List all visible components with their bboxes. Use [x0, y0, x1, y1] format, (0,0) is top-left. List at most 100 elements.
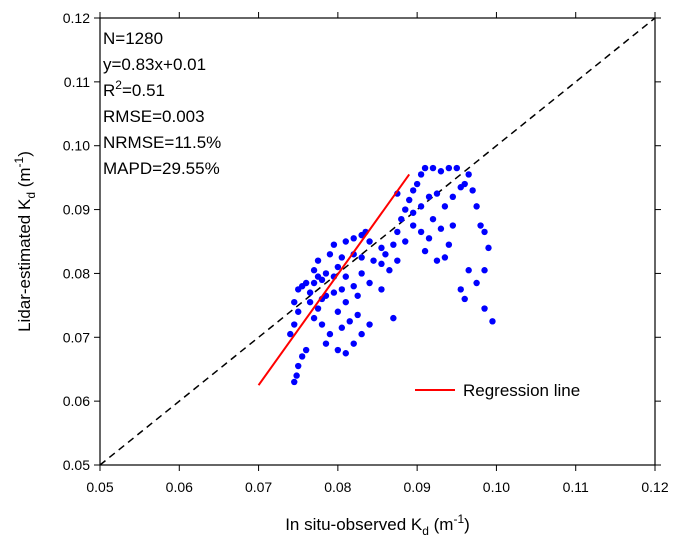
- point: [358, 254, 365, 261]
- point: [469, 187, 476, 194]
- point: [302, 279, 310, 287]
- point: [354, 311, 361, 319]
- text-part: =0.51: [122, 81, 165, 100]
- point: [437, 225, 445, 232]
- text-part: 2: [115, 78, 122, 92]
- annotation: N=1280: [103, 29, 163, 48]
- annotation: y=0.83x+0.01: [103, 55, 206, 74]
- point: [477, 222, 484, 229]
- point: [310, 267, 318, 274]
- point: [291, 298, 298, 306]
- point: [417, 228, 425, 236]
- point: [350, 283, 357, 290]
- y-tick-label: 0.11: [64, 74, 90, 90]
- point: [342, 238, 349, 245]
- point: [465, 267, 472, 274]
- point: [350, 340, 357, 347]
- point: [291, 321, 298, 328]
- point: [398, 215, 405, 223]
- point: [402, 206, 409, 213]
- point: [417, 203, 425, 210]
- y-tick-label: 0.07: [63, 329, 90, 345]
- point: [406, 196, 413, 204]
- point: [334, 263, 342, 271]
- point: [378, 244, 385, 252]
- point: [366, 279, 373, 287]
- x-axis-label: In situ-observed Kd (m-1): [285, 512, 470, 538]
- point: [354, 292, 361, 299]
- point: [287, 330, 294, 338]
- point: [306, 289, 314, 296]
- text-part: -1: [12, 156, 26, 167]
- point: [358, 270, 365, 277]
- x-tick-label: 0.11: [563, 479, 589, 495]
- point: [425, 193, 433, 200]
- point: [342, 298, 349, 306]
- point: [382, 251, 389, 258]
- point: [322, 340, 330, 347]
- point: [409, 222, 417, 229]
- y-tick-label: 0.08: [63, 265, 90, 281]
- point: [366, 238, 373, 245]
- point: [449, 222, 457, 229]
- legend-label: Regression line: [463, 381, 580, 400]
- point: [413, 180, 421, 188]
- point: [295, 308, 302, 315]
- annotation: NRMSE=11.5%: [103, 133, 221, 152]
- point: [314, 273, 322, 280]
- point: [489, 318, 496, 325]
- point: [390, 314, 397, 322]
- x-tick-label: 0.07: [245, 479, 272, 495]
- point: [314, 257, 322, 264]
- point: [386, 267, 393, 274]
- point: [421, 164, 429, 172]
- point: [366, 321, 373, 328]
- point: [429, 215, 437, 223]
- point: [291, 378, 298, 386]
- point: [394, 228, 401, 236]
- annotation: R2=0.51: [103, 78, 165, 100]
- point: [409, 187, 417, 194]
- point: [350, 235, 357, 242]
- point: [445, 164, 453, 172]
- x-tick-label: 0.10: [483, 479, 510, 495]
- y-axis-label: Lidar-estimated Kd (m-1): [12, 151, 38, 332]
- point: [326, 330, 334, 338]
- point: [441, 254, 449, 261]
- point: [481, 267, 488, 274]
- point: [449, 193, 457, 200]
- point: [409, 209, 417, 216]
- identity-line: [99, 17, 656, 466]
- point: [425, 235, 433, 242]
- point: [334, 346, 342, 354]
- point: [338, 254, 346, 261]
- point: [295, 362, 302, 370]
- point: [322, 270, 330, 277]
- point: [390, 241, 397, 248]
- point: [298, 353, 306, 360]
- text-part: Lidar-estimated K: [15, 198, 34, 332]
- text-part: R: [103, 81, 115, 100]
- point: [378, 260, 385, 268]
- point: [302, 346, 310, 354]
- y-tick-label: 0.12: [63, 10, 90, 26]
- point: [334, 308, 342, 315]
- point: [330, 241, 338, 248]
- point: [465, 171, 472, 178]
- plot-frame: [99, 17, 656, 466]
- text-part: (m: [429, 515, 454, 534]
- point: [481, 305, 488, 312]
- annotation: RMSE=0.003: [103, 107, 205, 126]
- point: [481, 228, 488, 236]
- point: [306, 298, 314, 306]
- point: [457, 184, 464, 191]
- point: [429, 164, 437, 172]
- text-part: (m: [15, 167, 34, 192]
- text-part: In situ-observed K: [285, 515, 423, 534]
- x-tick-label: 0.09: [404, 479, 431, 495]
- point: [378, 286, 385, 293]
- y-tick-label: 0.06: [63, 393, 90, 409]
- y-tick-label: 0.09: [63, 202, 90, 218]
